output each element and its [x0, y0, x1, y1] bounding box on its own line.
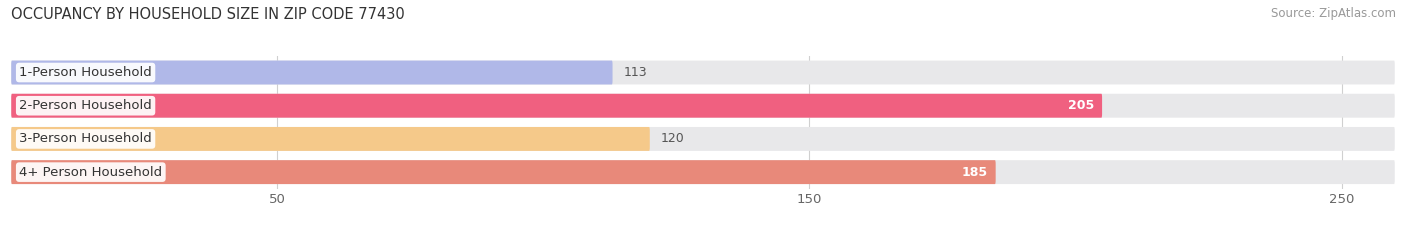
Text: Source: ZipAtlas.com: Source: ZipAtlas.com — [1271, 7, 1396, 20]
FancyBboxPatch shape — [11, 61, 613, 85]
FancyBboxPatch shape — [11, 127, 650, 151]
Text: OCCUPANCY BY HOUSEHOLD SIZE IN ZIP CODE 77430: OCCUPANCY BY HOUSEHOLD SIZE IN ZIP CODE … — [11, 7, 405, 22]
Text: 120: 120 — [661, 132, 685, 145]
Text: 113: 113 — [623, 66, 647, 79]
Text: 3-Person Household: 3-Person Household — [20, 132, 152, 145]
FancyBboxPatch shape — [11, 127, 1395, 151]
FancyBboxPatch shape — [11, 94, 1102, 118]
FancyBboxPatch shape — [11, 94, 1395, 118]
Text: 1-Person Household: 1-Person Household — [20, 66, 152, 79]
FancyBboxPatch shape — [11, 160, 1395, 184]
FancyBboxPatch shape — [11, 61, 1395, 85]
Text: 185: 185 — [962, 166, 987, 179]
Text: 4+ Person Household: 4+ Person Household — [20, 166, 162, 179]
Text: 2-Person Household: 2-Person Household — [20, 99, 152, 112]
Text: 205: 205 — [1067, 99, 1094, 112]
FancyBboxPatch shape — [11, 160, 995, 184]
